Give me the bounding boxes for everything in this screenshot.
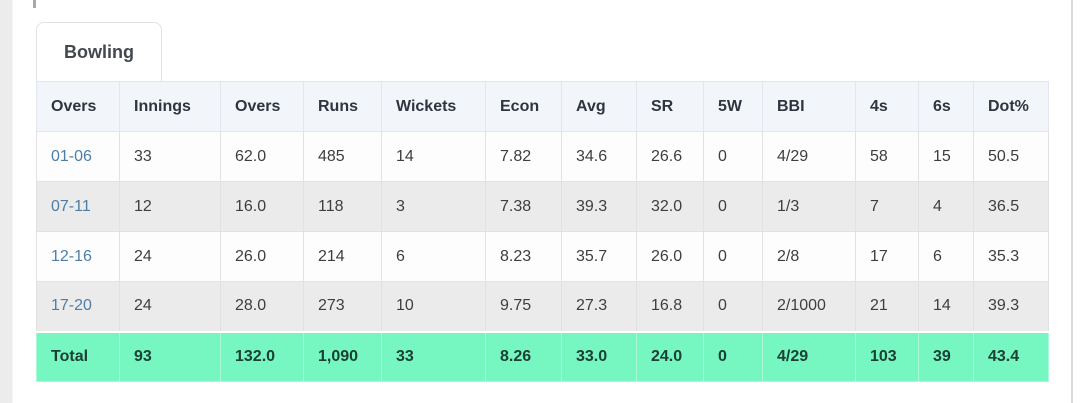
cell: 26.0	[220, 231, 304, 282]
total-cell: 93	[119, 330, 221, 382]
total-cell: 33.0	[561, 330, 637, 382]
cell: 7	[855, 181, 919, 232]
cell: 3	[381, 181, 486, 232]
column-header-dot-12: Dot%	[973, 81, 1049, 132]
bowling-stats-panel: Overs Innings Overs Runs Wickets Econ Avg SR 5W B…	[36, 81, 1049, 382]
column-header-econ-5: Econ	[485, 81, 562, 132]
total-cell: 24.0	[636, 330, 704, 382]
cell: 1/3	[762, 181, 856, 232]
cell: 15	[918, 131, 974, 182]
cell: 12	[119, 181, 221, 232]
table-header-row: Overs Innings Overs Runs Wickets Econ Avg SR 5W B…	[36, 81, 1049, 132]
column-header-wickets-4: Wickets	[381, 81, 486, 132]
cell: 273	[303, 281, 382, 332]
cell: 9.75	[485, 281, 562, 332]
table-row: 01-06 33 62.0 485 14 7.82 34.6 26.6 0 4/29 58 15 50.…	[36, 131, 1049, 182]
cell: 36.5	[973, 181, 1049, 232]
cell: 6	[918, 231, 974, 282]
page-left-gutter	[0, 0, 13, 403]
cell: 50.5	[973, 131, 1049, 182]
cell: 24	[119, 281, 221, 332]
cell: 12-16	[36, 231, 120, 282]
cell: 27.3	[561, 281, 637, 332]
total-cell: 43.4	[973, 330, 1049, 382]
cell: 8.23	[485, 231, 562, 282]
overs-range-link[interactable]: 07-11	[51, 197, 91, 215]
total-cell: 0	[703, 330, 763, 382]
tab-bowling[interactable]: Bowling	[36, 22, 162, 81]
cell: 16.8	[636, 281, 704, 332]
cell: 28.0	[220, 281, 304, 332]
total-cell: 8.26	[485, 330, 562, 382]
overs-range-link[interactable]: 01-06	[51, 147, 92, 165]
cell: 118	[303, 181, 382, 232]
cell: 14	[918, 281, 974, 332]
overs-range-link[interactable]: 17-20	[51, 297, 92, 315]
column-header-sr-7: SR	[636, 81, 704, 132]
cell: 39.3	[561, 181, 637, 232]
cell: 2/8	[762, 231, 856, 282]
table-row: 07-11 12 16.0 118 3 7.38 39.3 32.0 0 1/3 7 4 36.5	[36, 181, 1049, 232]
column-header-avg-6: Avg	[561, 81, 637, 132]
cell: 58	[855, 131, 919, 182]
cell: 0	[703, 181, 763, 232]
column-header-innings-1: Innings	[119, 81, 221, 132]
total-cell: 132.0	[220, 330, 304, 382]
cell: 0	[703, 131, 763, 182]
cell: 26.6	[636, 131, 704, 182]
total-cell: 103	[855, 330, 919, 382]
column-header-6s-11: 6s	[918, 81, 974, 132]
total-label: Total	[36, 330, 120, 382]
cell: 0	[703, 231, 763, 282]
cell: 35.7	[561, 231, 637, 282]
column-header-5w-8: 5W	[703, 81, 763, 132]
scrollbar-remnant-tick	[33, 0, 36, 8]
total-cell: 39	[918, 330, 974, 382]
column-header-overs-2: Overs	[220, 81, 304, 132]
cell: 21	[855, 281, 919, 332]
page-right-divider	[1071, 0, 1073, 403]
table-total-row: Total 93 132.0 1,090 33 8.26 33.0 24.0 0 4/29 103 3…	[36, 330, 1049, 382]
cell: 16.0	[220, 181, 304, 232]
cell: 33	[119, 131, 221, 182]
cell: 26.0	[636, 231, 704, 282]
cell: 2/1000	[762, 281, 856, 332]
cell: 07-11	[36, 181, 120, 232]
cell: 32.0	[636, 181, 704, 232]
cell: 34.6	[561, 131, 637, 182]
cell: 6	[381, 231, 486, 282]
total-cell: 4/29	[762, 330, 856, 382]
cell: 10	[381, 281, 486, 332]
cell: 17-20	[36, 281, 120, 332]
column-header-runs-3: Runs	[303, 81, 382, 132]
total-cell: 33	[381, 330, 486, 382]
column-header-overs-0: Overs	[36, 81, 120, 132]
tab-bowling-label: Bowling	[64, 41, 134, 62]
cell: 0	[703, 281, 763, 332]
table-row: 17-20 24 28.0 273 10 9.75 27.3 16.8 0 2/1000 21 14 3…	[36, 281, 1049, 332]
column-header-bbi-9: BBI	[762, 81, 856, 132]
table-row: 12-16 24 26.0 214 6 8.23 35.7 26.0 0 2/8 17 6 35.3	[36, 231, 1049, 282]
cell: 24	[119, 231, 221, 282]
cell: 214	[303, 231, 382, 282]
cell: 35.3	[973, 231, 1049, 282]
cell: 62.0	[220, 131, 304, 182]
cell: 39.3	[973, 281, 1049, 332]
cell: 17	[855, 231, 919, 282]
cell: 485	[303, 131, 382, 182]
overs-range-link[interactable]: 12-16	[51, 247, 92, 265]
cell: 4/29	[762, 131, 856, 182]
cell: 7.82	[485, 131, 562, 182]
cell: 4	[918, 181, 974, 232]
cell: 01-06	[36, 131, 120, 182]
cell: 7.38	[485, 181, 562, 232]
cell: 14	[381, 131, 486, 182]
column-header-4s-10: 4s	[855, 81, 919, 132]
total-cell: 1,090	[303, 330, 382, 382]
bowling-stats-table: Overs Innings Overs Runs Wickets Econ Avg SR 5W B…	[36, 81, 1049, 382]
